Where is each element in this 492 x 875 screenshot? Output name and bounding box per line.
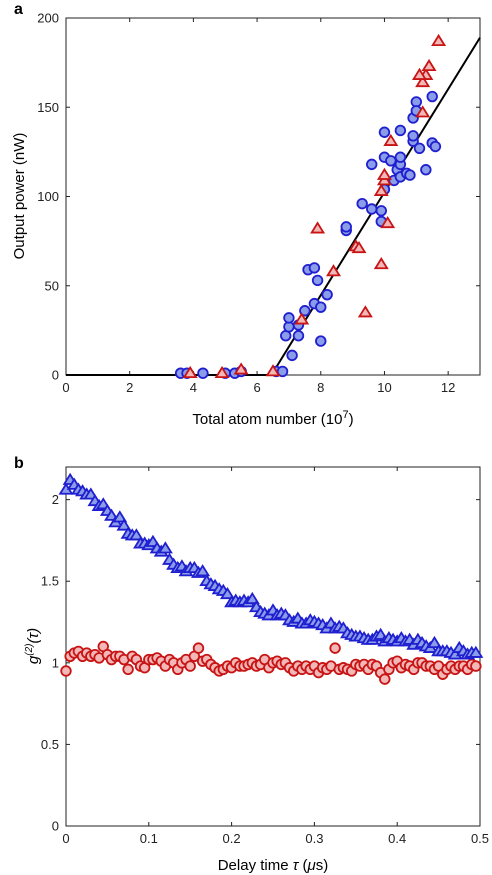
plot-b-marks xyxy=(58,472,484,685)
data-point-triangle xyxy=(415,74,431,88)
data-point-circle xyxy=(315,301,327,313)
data-point-circle xyxy=(283,312,295,324)
data-point-triangle xyxy=(351,240,367,254)
y-tick-label: 100 xyxy=(37,189,59,204)
data-point-triangle xyxy=(373,257,389,270)
data-point-triangle xyxy=(380,215,396,229)
data-point-circle xyxy=(122,663,134,676)
data-point-circle xyxy=(286,349,298,362)
x-tick-label: 0 xyxy=(62,831,69,846)
data-point-triangle xyxy=(357,305,373,318)
x-tick-label: 2 xyxy=(126,380,133,395)
x-tick-label: 0 xyxy=(62,380,69,395)
data-point-triangle xyxy=(431,33,447,47)
data-point-triangle xyxy=(415,105,431,118)
panel-a-label: a xyxy=(14,1,23,18)
data-point-circle xyxy=(413,142,426,155)
data-point-circle xyxy=(321,288,333,301)
y-tick-label: 0 xyxy=(52,819,59,834)
data-point-triangle xyxy=(265,364,281,377)
x-tick-label: 0.2 xyxy=(223,831,241,846)
y-tick-label: 0 xyxy=(52,368,59,383)
data-point-circle xyxy=(292,330,305,342)
x-tick-label: 0.4 xyxy=(388,831,406,846)
data-point-circle xyxy=(356,197,368,210)
data-point-circle xyxy=(197,367,209,379)
data-point-triangle xyxy=(310,221,326,234)
data-point-circle xyxy=(184,660,196,672)
x-tick-label: 0.5 xyxy=(471,831,489,846)
x-tick-label: 12 xyxy=(441,380,455,395)
data-point-triangle xyxy=(182,365,198,379)
x-axis-label-b: Delay time τ (μs) xyxy=(218,857,329,874)
data-point-triangle xyxy=(426,635,442,649)
data-point-circle xyxy=(429,140,442,153)
data-point-triangle xyxy=(157,541,173,554)
panel-b-label: b xyxy=(14,455,24,472)
data-point-triangle xyxy=(233,362,249,375)
y-axis-label-a: Output power (nW) xyxy=(11,133,28,260)
data-point-circle xyxy=(308,262,321,274)
plot-a-frame xyxy=(65,17,481,376)
data-point-circle xyxy=(470,660,482,672)
x-tick-label: 4 xyxy=(190,380,197,395)
data-point-triangle xyxy=(373,183,389,196)
data-point-triangle xyxy=(214,365,230,379)
y-tick-label: 50 xyxy=(45,278,59,293)
data-point-triangle xyxy=(116,518,132,531)
data-point-circle xyxy=(379,673,391,685)
x-tick-label: 0.3 xyxy=(305,831,323,846)
data-point-circle xyxy=(366,203,378,215)
data-point-triangle xyxy=(112,510,128,523)
data-point-circle xyxy=(366,158,378,171)
data-point-circle xyxy=(378,126,391,138)
panel-a: a 0 2 4 6 8 10 12 0 50 100 150 200 Total atom numbe… xyxy=(11,1,481,428)
data-point-triangle xyxy=(294,312,310,325)
y-tick-label: 1.5 xyxy=(41,574,59,589)
data-point-triangle xyxy=(468,645,484,658)
data-point-circle xyxy=(394,124,407,137)
data-point-circle xyxy=(375,205,387,217)
data-point-circle xyxy=(329,642,341,654)
x-axis-label-a: Total atom number (107) xyxy=(192,409,353,428)
data-point-triangle xyxy=(219,586,235,600)
data-point-triangle xyxy=(383,133,399,146)
data-point-circle xyxy=(385,155,397,167)
y-tick-label: 200 xyxy=(37,11,59,26)
data-point-circle xyxy=(192,642,205,654)
data-point-circle xyxy=(315,335,327,347)
y-tick-label: 2 xyxy=(52,492,59,507)
data-point-triangle xyxy=(376,167,392,180)
data-point-circle xyxy=(276,365,289,378)
y-tick-label: 150 xyxy=(37,100,59,115)
data-point-circle xyxy=(340,221,352,233)
data-point-circle xyxy=(420,164,432,176)
data-point-triangle xyxy=(411,67,427,80)
y-tick-label: 0.5 xyxy=(41,737,59,752)
x-tick-label: 10 xyxy=(377,380,391,395)
x-tick-label: 6 xyxy=(253,380,260,395)
y-axis-label-b: g(2)(τ) xyxy=(24,628,42,664)
plot-b-ticks: 0 0.1 0.2 0.3 0.4 0.5 0 0.5 1 1.5 2 xyxy=(41,467,489,846)
data-point-circle xyxy=(311,274,324,287)
x-tick-label: 0.1 xyxy=(140,831,158,846)
panel-b: b 0 0.1 0.2 0.3 0.4 0.5 0 0.5 1 1.5 2 Delay time τ… xyxy=(14,455,489,874)
y-tick-label: 1 xyxy=(52,655,59,670)
data-point-circle xyxy=(426,90,438,103)
data-point-circle xyxy=(60,665,72,677)
data-point-triangle xyxy=(421,58,437,72)
x-tick-label: 8 xyxy=(317,380,324,395)
data-point-circle xyxy=(299,305,311,317)
data-point-circle xyxy=(404,169,416,181)
data-point-circle xyxy=(407,130,419,142)
plot-a-marks xyxy=(174,33,447,379)
plot-a-ticks: 0 2 4 6 8 10 12 0 50 100 150 200 xyxy=(37,11,480,395)
data-point-triangle xyxy=(195,564,211,577)
data-point-circle xyxy=(394,151,407,163)
data-point-triangle xyxy=(244,591,260,604)
data-point-triangle xyxy=(326,264,342,277)
data-point-triangle xyxy=(128,528,144,541)
